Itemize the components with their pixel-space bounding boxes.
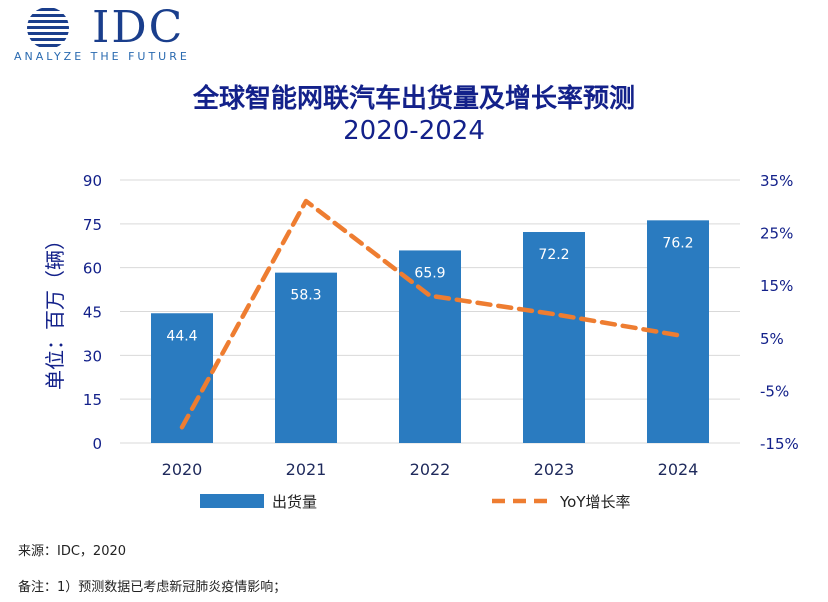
- x-tick-label: 2024: [658, 460, 699, 479]
- legend-label-line: YoY增长率: [559, 493, 631, 511]
- y-tick-label: 30: [83, 347, 102, 365]
- y-tick-label: 15: [83, 391, 102, 409]
- y2-tick-label: 5%: [760, 330, 784, 348]
- bar: [151, 313, 213, 443]
- y-tick-label: 45: [83, 304, 102, 322]
- y-axis-label: 单位：百万（辆）: [43, 230, 67, 390]
- bar: [399, 250, 461, 443]
- source-note: 来源：IDC，2020: [18, 544, 127, 559]
- bar-value-label: 58.3: [290, 288, 321, 304]
- y-tick-label: 75: [83, 216, 102, 234]
- x-tick-label: 2020: [162, 460, 203, 479]
- legend-swatch-bar: [200, 494, 264, 508]
- globe-icon: [27, 8, 69, 47]
- bar: [647, 220, 709, 443]
- x-tick-label: 2022: [410, 460, 451, 479]
- y2-tick-label: -15%: [760, 435, 799, 453]
- y-tick-label: 60: [83, 260, 102, 278]
- bar-value-label: 76.2: [662, 235, 693, 251]
- y-tick-label: 0: [92, 435, 102, 453]
- bar-value-label: 72.2: [538, 247, 569, 263]
- chart-subtitle: 2020-2024: [343, 116, 485, 146]
- y-tick-label: 90: [83, 172, 102, 190]
- footnote: 备注：1）预测数据已考虑新冠肺炎疫情影响；: [18, 580, 287, 595]
- logo-wordmark: IDC: [92, 2, 185, 53]
- x-tick-label: 2023: [534, 460, 575, 479]
- x-tick-label: 2021: [286, 460, 327, 479]
- bar: [523, 232, 585, 443]
- logo-tagline: ANALYZE THE FUTURE: [14, 50, 190, 63]
- legend-label-bar: 出货量: [272, 493, 317, 511]
- bar: [275, 272, 337, 443]
- y2-tick-label: 25%: [760, 225, 793, 243]
- idc-logo: IDC ANALYZE THE FUTURE: [12, 2, 192, 66]
- yoy-line: [179, 198, 681, 430]
- y2-tick-label: 35%: [760, 172, 793, 190]
- bar-value-label: 44.4: [166, 328, 197, 344]
- chart-title: 全球智能网联汽车出货量及增长率预测: [192, 84, 635, 114]
- bar-value-label: 65.9: [414, 265, 445, 281]
- y2-tick-label: 15%: [760, 277, 793, 295]
- y2-tick-label: -5%: [760, 382, 789, 400]
